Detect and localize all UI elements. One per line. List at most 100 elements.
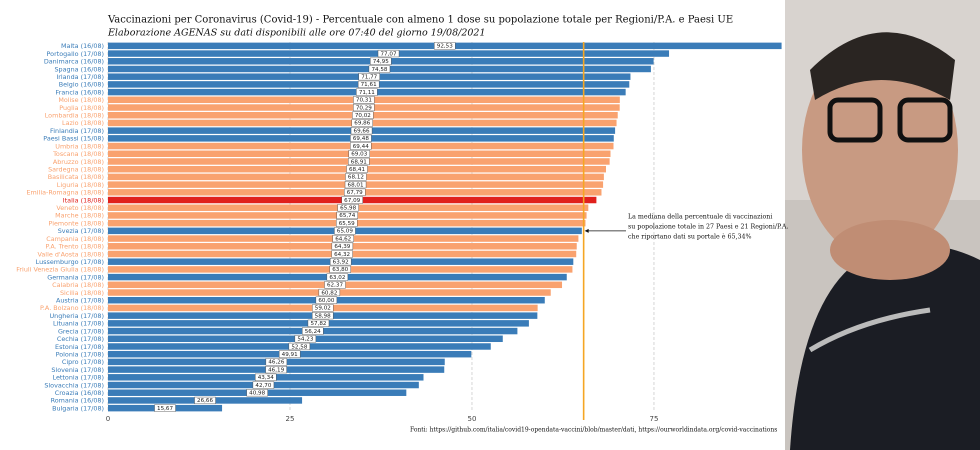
value-label: 68,01 — [348, 182, 364, 188]
y-tick-label: Irlanda (17/08) — [56, 73, 104, 81]
value-label-box — [353, 103, 375, 112]
value-label-box — [329, 258, 352, 266]
value-label-box — [288, 342, 311, 351]
y-tick-label: Basilicata (18/08) — [48, 173, 104, 181]
value-label-box — [255, 373, 277, 381]
value-label: 58,98 — [315, 313, 331, 319]
y-tick-label: Romania (16/08) — [51, 397, 104, 405]
value-label-box — [337, 204, 359, 212]
value-label: 40,98 — [249, 391, 265, 397]
value-label: 71,77 — [361, 74, 377, 80]
y-tick-label: Francia (16/08) — [56, 88, 104, 96]
value-label-box — [329, 265, 351, 273]
value-label: 70,02 — [355, 113, 371, 119]
value-label-box — [341, 196, 363, 204]
value-label: 69,86 — [354, 121, 370, 127]
value-label: 74,95 — [373, 59, 389, 65]
value-label-box — [358, 73, 380, 81]
y-tick-label: Portogallo (17/08) — [47, 50, 104, 58]
value-label: 60,82 — [321, 290, 337, 296]
value-label-box — [336, 211, 358, 220]
value-label-box — [332, 234, 354, 243]
y-tick-label: Svezia (17/08) — [58, 227, 104, 235]
y-tick-label: Grecia (17/08) — [58, 327, 104, 335]
y-tick-label: Campania (18/08) — [46, 235, 104, 243]
y-tick-label: Lazio (18/08) — [62, 119, 104, 127]
value-label: 63,80 — [332, 267, 348, 273]
value-label: 68,91 — [351, 159, 367, 165]
value-label-box — [252, 381, 275, 389]
y-tick-label: Paesi Bassi (15/08) — [43, 135, 104, 143]
y-tick-label: Cechia (17/08) — [57, 335, 104, 343]
value-label-box — [370, 57, 392, 65]
y-tick-label: Austria (17/08) — [56, 297, 104, 305]
value-label-box — [294, 335, 317, 343]
y-tick-label: Italia (18/08) — [63, 196, 104, 204]
value-label-box — [265, 366, 287, 374]
bars: Malta (16/08) 92,53 Portogallo (17/08) 77,0… — [16, 42, 782, 412]
x-tick-label: 25 — [286, 415, 295, 423]
value-label: 69,03 — [351, 152, 367, 158]
value-label-box — [326, 273, 349, 281]
value-label: 42,70 — [255, 383, 271, 389]
y-tick-label: Toscana (18/08) — [52, 150, 104, 158]
y-tick-label: Sicilia (18/08) — [60, 289, 104, 297]
value-label: 60,00 — [318, 298, 334, 304]
value-label-box — [307, 319, 330, 327]
value-label: 64,32 — [334, 252, 350, 258]
value-label: 70,29 — [356, 105, 372, 111]
y-tick-label: Ungheria (17/08) — [49, 312, 104, 320]
value-label-box — [357, 80, 380, 88]
value-label: 46,26 — [268, 360, 284, 366]
photo — [785, 0, 980, 450]
value-label: 63,92 — [333, 259, 349, 265]
value-label-box — [334, 227, 356, 235]
chart-subtitle: Elaborazione AGENAS su dati disponibili … — [107, 28, 486, 39]
y-tick-label: Cipro (17/08) — [62, 358, 104, 366]
arrow-head — [584, 228, 589, 233]
annotation: La mediana della percentuale di vaccinaz… — [628, 214, 772, 221]
x-tick-label: 0 — [106, 415, 110, 423]
x-tick-label: 50 — [468, 415, 477, 423]
y-tick-label: Finlandia (17/08) — [50, 127, 104, 135]
value-label: 65,59 — [339, 221, 355, 227]
value-label-box — [324, 281, 346, 289]
value-label: 67,79 — [347, 190, 363, 196]
value-label: 62,37 — [327, 283, 343, 289]
y-tick-label: Polonia (17/08) — [56, 350, 104, 358]
value-label: 49,91 — [282, 352, 298, 358]
value-label: 52,58 — [291, 344, 307, 350]
value-label: 65,74 — [339, 213, 355, 219]
value-label-box — [356, 88, 378, 96]
value-label-box — [336, 219, 358, 227]
y-tick-label: Spagna (16/08) — [55, 65, 105, 73]
value-label-box — [315, 296, 338, 304]
value-label-box — [377, 49, 400, 58]
value-label: 68,12 — [348, 175, 364, 181]
y-tick-label: P.A. Bolzano (18/08) — [40, 304, 104, 312]
value-label-box — [311, 312, 334, 320]
value-label-box — [194, 396, 216, 405]
value-label: 65,09 — [337, 229, 353, 235]
value-label-box — [348, 157, 370, 166]
value-label-box — [350, 127, 373, 135]
value-label: 92,53 — [437, 44, 453, 50]
value-label: 77,07 — [381, 51, 397, 57]
value-label-box — [278, 350, 301, 358]
value-label-box — [302, 327, 324, 335]
value-label-box — [352, 111, 374, 119]
y-tick-label: Veneto (18/08) — [56, 204, 104, 212]
value-label-box — [344, 188, 366, 196]
y-tick-label: Calabria (18/08) — [52, 281, 104, 289]
value-label: 59,02 — [315, 306, 331, 312]
y-tick-label: Lombardia (18/08) — [45, 112, 104, 120]
value-label: 46,19 — [268, 367, 284, 373]
y-tick-label: Friuli Venezia Giulia (18/08) — [16, 266, 104, 274]
y-tick-label: Germania (17/08) — [47, 273, 104, 281]
x-tick-label: 75 — [650, 415, 659, 423]
value-label: 65,98 — [340, 206, 356, 212]
value-label: 69,66 — [354, 128, 370, 134]
grid: 0 25 50 75 — [106, 42, 659, 423]
y-tick-label: Valle d'Aosta (18/08) — [38, 250, 104, 258]
source-note: Fonti: https://github.com/italia/covid19… — [410, 427, 777, 434]
